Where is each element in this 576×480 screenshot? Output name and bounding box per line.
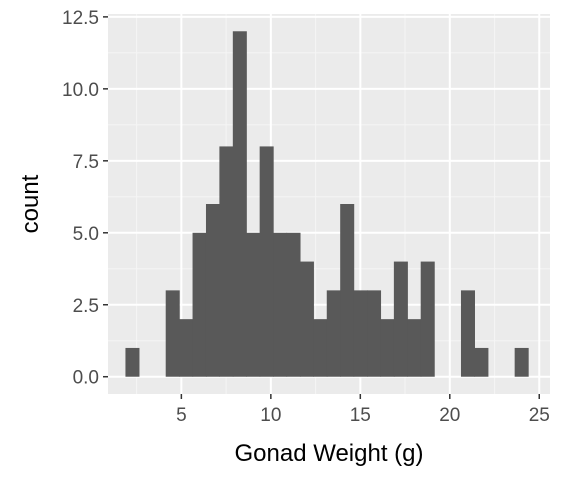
histogram-bar: [407, 319, 422, 377]
histogram-bar: [259, 146, 274, 377]
y-tick-label: 12.5: [62, 8, 99, 29]
histogram-bars: [125, 31, 529, 377]
histogram-bar: [219, 146, 234, 377]
histogram-bar: [393, 261, 408, 377]
y-tick-label: 10.0: [62, 80, 99, 101]
y-axis-title: count: [17, 174, 44, 233]
histogram-bar: [232, 31, 247, 377]
y-tick-label: 5.0: [73, 224, 99, 245]
histogram-bar: [246, 232, 261, 377]
histogram-bar: [125, 347, 140, 377]
x-tick-label: 5: [176, 405, 187, 426]
histogram-bar: [420, 261, 435, 377]
x-tick-label: 25: [529, 405, 550, 426]
histogram-bar: [474, 347, 489, 377]
histogram-bar: [340, 204, 355, 377]
histogram-bar: [367, 290, 382, 377]
x-axis: 5 10 15 20 25: [176, 394, 550, 426]
y-axis: 0.0 2.5 5.0 7.5 10.0 12.5: [62, 8, 108, 389]
y-tick-label: 2.5: [73, 296, 99, 317]
histogram-bar: [205, 204, 220, 377]
x-axis-title: Gonad Weight (g): [235, 440, 424, 467]
histogram-bar: [179, 319, 194, 377]
y-tick-label: 0.0: [73, 368, 99, 389]
histogram-bar: [460, 290, 475, 377]
histogram-bar: [326, 290, 341, 377]
x-tick-label: 15: [350, 405, 371, 426]
histogram-bar: [299, 261, 314, 377]
histogram-bar: [353, 290, 368, 377]
histogram-bar: [286, 232, 301, 377]
histogram-bar: [514, 347, 529, 377]
histogram-bar: [165, 290, 180, 377]
x-tick-label: 20: [439, 405, 460, 426]
histogram-bar: [313, 319, 328, 377]
y-tick-label: 7.5: [73, 152, 99, 173]
x-tick-label: 10: [260, 405, 281, 426]
histogram-bar: [273, 232, 288, 377]
histogram-bar: [380, 319, 395, 377]
histogram-bar: [192, 232, 207, 377]
